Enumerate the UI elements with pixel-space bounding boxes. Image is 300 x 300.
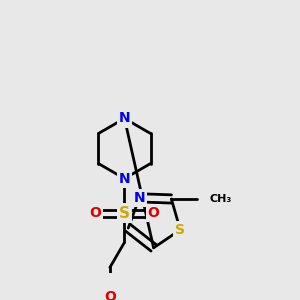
- Text: O: O: [148, 206, 160, 220]
- Text: N: N: [119, 112, 130, 125]
- Text: O: O: [104, 290, 116, 300]
- Text: S: S: [119, 206, 130, 221]
- Text: O: O: [89, 206, 101, 220]
- Text: CH₃: CH₃: [210, 194, 232, 204]
- Text: N: N: [134, 191, 145, 205]
- Text: S: S: [175, 223, 185, 237]
- Text: N: N: [119, 172, 130, 186]
